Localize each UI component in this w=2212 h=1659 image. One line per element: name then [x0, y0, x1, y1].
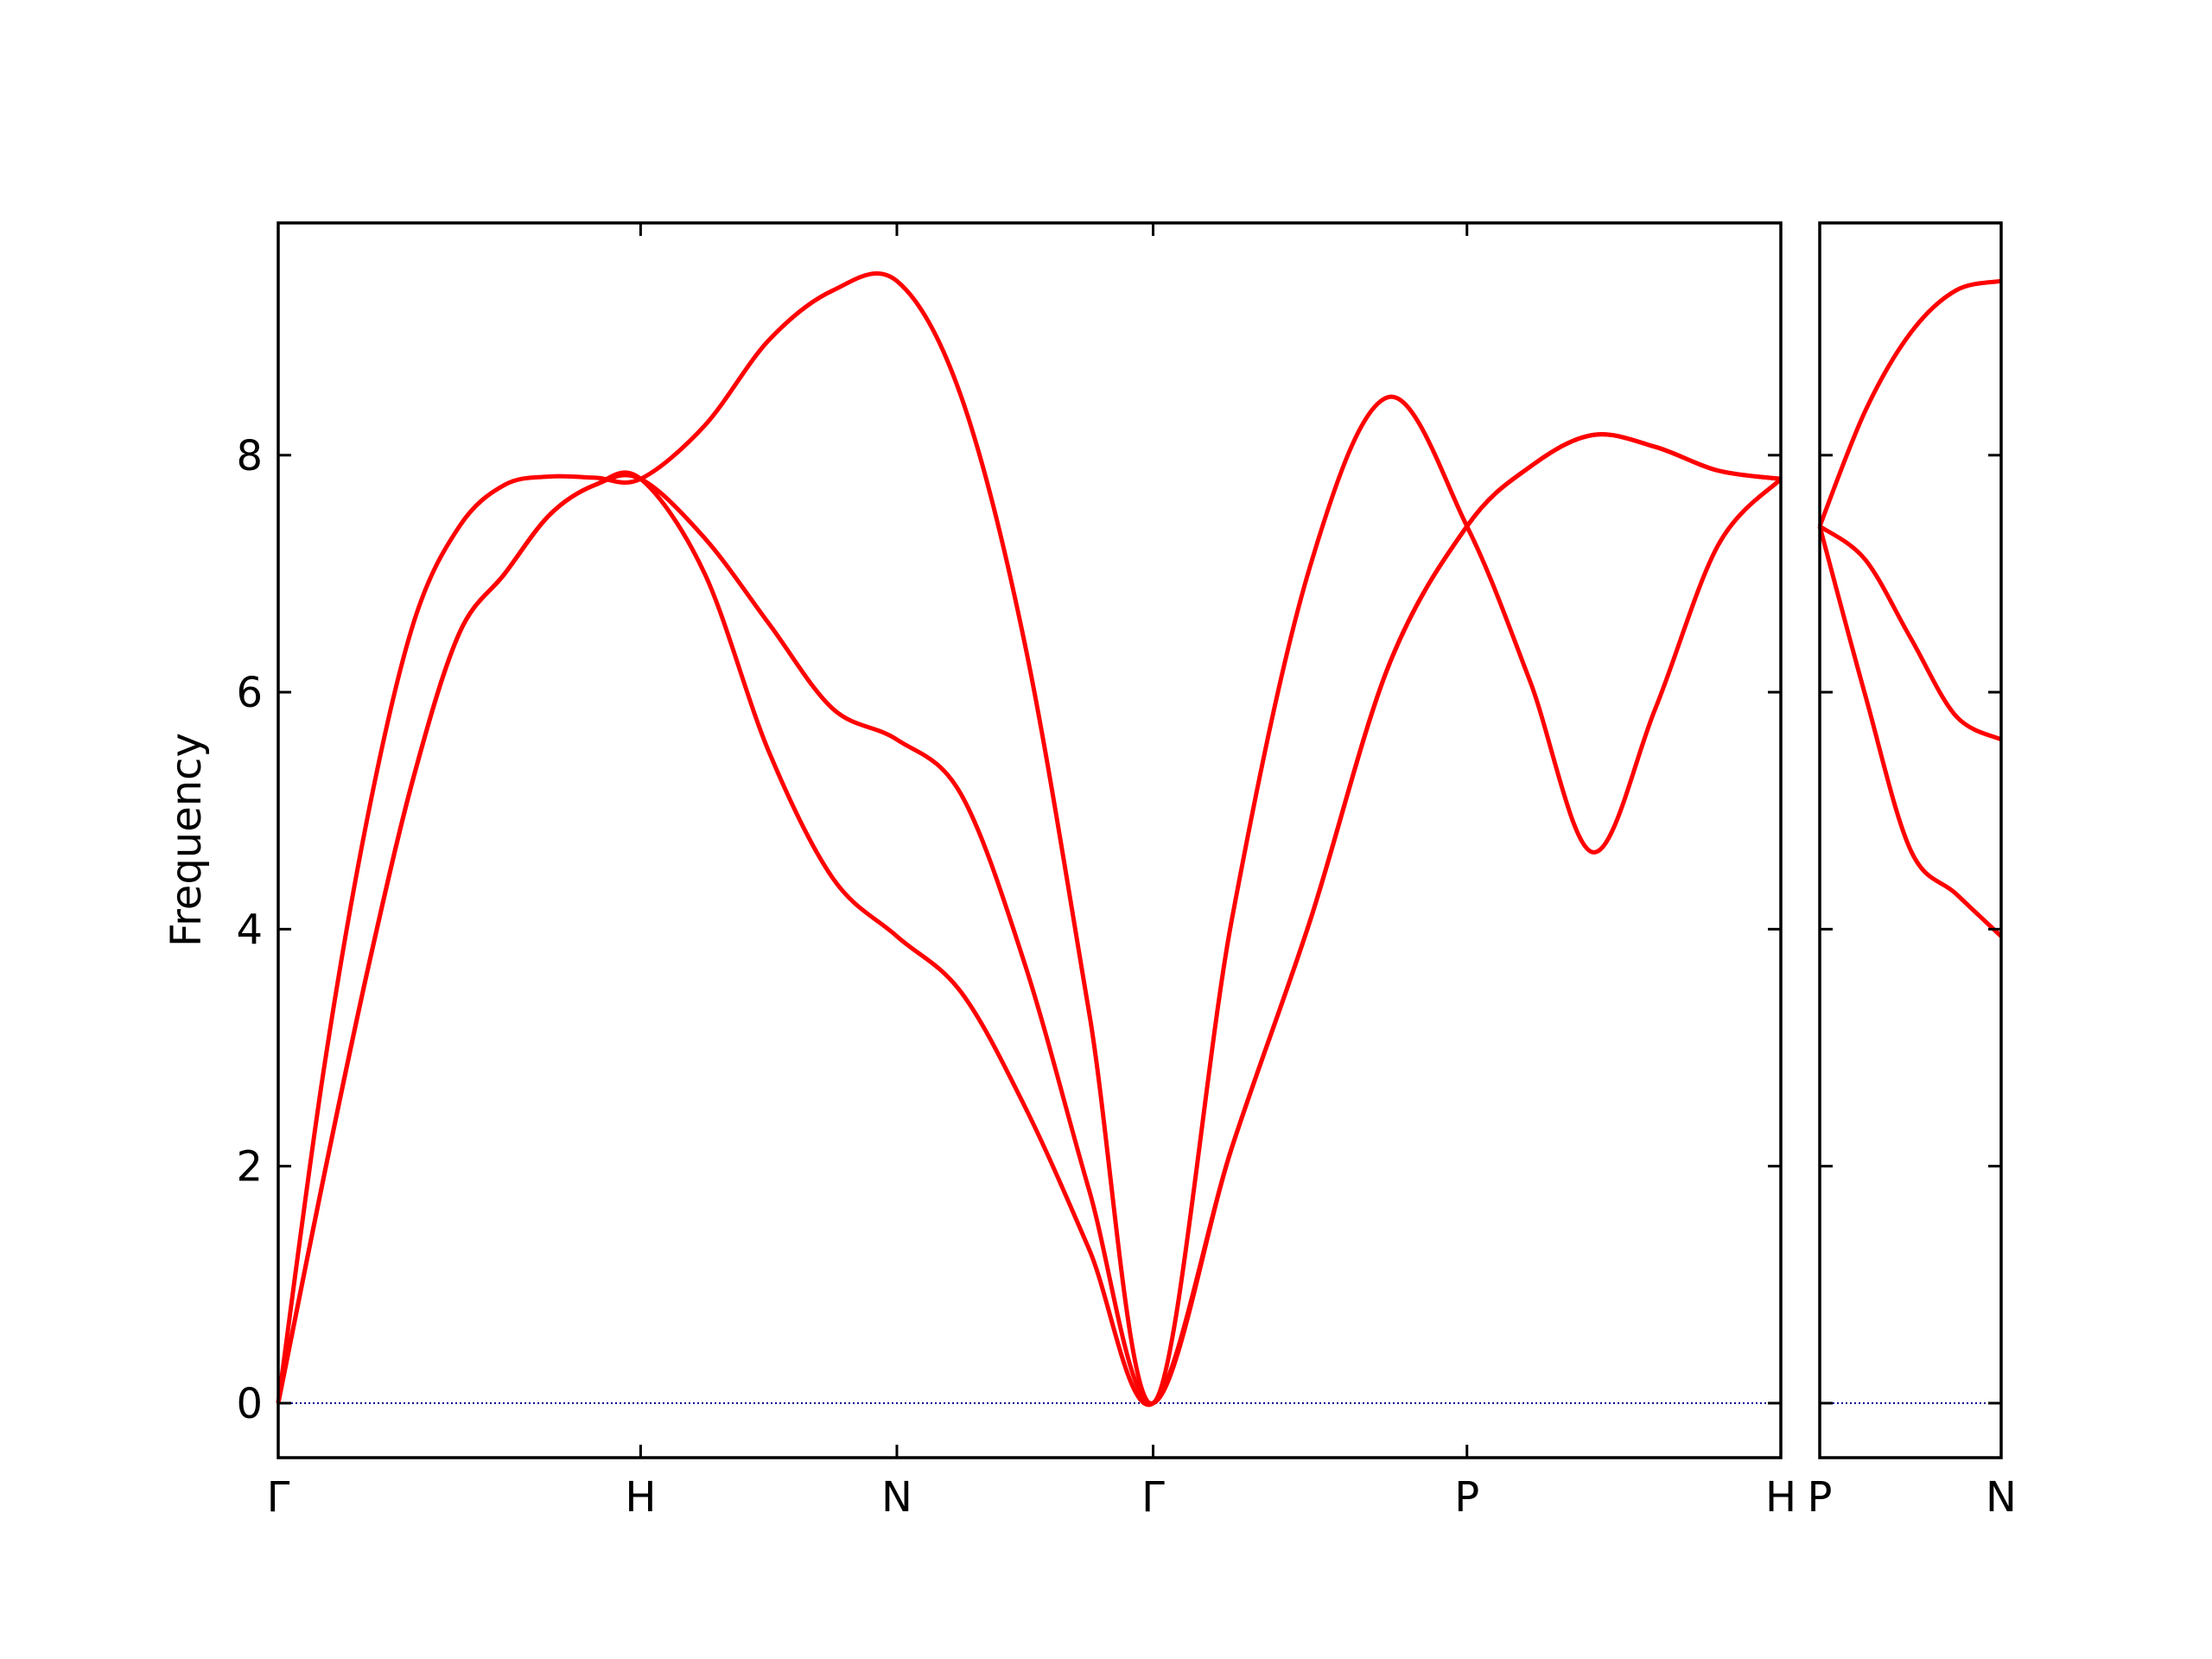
x-tick-label: Γ	[1141, 1473, 1165, 1522]
band-line	[276, 432, 1782, 1408]
x-tick-label: H	[1765, 1473, 1796, 1522]
y-tick-label: 8	[236, 432, 263, 480]
band-line	[276, 270, 1783, 1406]
y-tick-label: 4	[236, 906, 263, 954]
x-tick-label: N	[1986, 1473, 2017, 1522]
plot-frame	[1818, 221, 2003, 1459]
x-tick-label: P	[1454, 1473, 1479, 1522]
x-tick-label: H	[625, 1473, 656, 1522]
y-axis-label: Frequency	[162, 733, 211, 947]
band-line	[1817, 525, 2003, 938]
x-tick-label: P	[1808, 1473, 1833, 1522]
band-line	[1817, 278, 2002, 527]
x-tick-label: Γ	[267, 1473, 290, 1522]
band-line	[276, 432, 1782, 1406]
band-line	[1818, 524, 2003, 742]
plot-frame	[276, 221, 1783, 1459]
y-tick-label: 0	[236, 1380, 263, 1428]
x-tick-label: N	[881, 1473, 912, 1522]
y-tick-label: 6	[236, 669, 263, 717]
y-tick-label: 2	[236, 1143, 263, 1192]
